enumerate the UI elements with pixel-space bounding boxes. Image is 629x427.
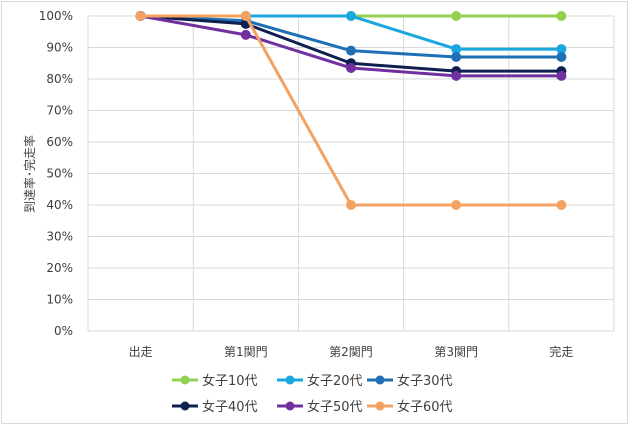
legend-swatch-marker xyxy=(285,375,295,385)
data-point xyxy=(451,51,462,62)
legend-label: 女子10代 xyxy=(202,373,258,389)
data-point xyxy=(240,29,251,40)
y-tick-label: 60% xyxy=(46,135,73,149)
x-tick-label: 第3関門 xyxy=(434,345,478,359)
legend-item: 女子30代 xyxy=(367,373,453,389)
legend-label: 女子30代 xyxy=(397,373,453,389)
data-point xyxy=(240,11,251,21)
x-tick-label: 出走 xyxy=(129,345,153,359)
legend-swatch-marker xyxy=(180,401,190,411)
data-point xyxy=(556,44,567,55)
y-tick-label: 10% xyxy=(46,293,73,307)
data-point xyxy=(451,11,462,21)
y-axis-label: 到達率･完走率 xyxy=(22,135,37,213)
legend-item: 女子50代 xyxy=(277,399,363,415)
y-tick-label: 90% xyxy=(46,41,73,55)
y-tick-label: 50% xyxy=(46,167,73,181)
legend-label: 女子40代 xyxy=(202,399,258,415)
y-tick-label: 70% xyxy=(46,104,73,118)
x-axis-ticks: 出走 第1関門 第2関門 第3関門 完走 xyxy=(129,344,574,359)
data-point xyxy=(346,45,356,56)
data-point xyxy=(556,70,567,81)
y-tick-label: 30% xyxy=(46,230,73,244)
x-tick-label: 完走 xyxy=(549,344,573,359)
legend-swatch-marker xyxy=(375,375,385,385)
legend-label: 女子60代 xyxy=(397,399,453,415)
legend-swatch-marker xyxy=(375,401,385,411)
data-point xyxy=(346,11,356,21)
legend-label: 女子20代 xyxy=(307,373,363,389)
data-point xyxy=(451,44,462,55)
series-女子60代 xyxy=(135,11,567,210)
legend-item: 女子20代 xyxy=(277,373,363,389)
legend-item: 女子60代 xyxy=(367,399,453,415)
legend-item: 女子10代 xyxy=(172,373,258,389)
y-tick-label: 20% xyxy=(46,261,73,275)
data-point xyxy=(451,200,462,210)
data-point xyxy=(556,11,567,21)
y-tick-label: 100% xyxy=(39,9,73,23)
data-point xyxy=(556,51,567,62)
line-chart: 0% 10% 20% 30% 40% 50% 60% 70% 80% 90% 100% 出走 第1関門… xyxy=(22,9,615,415)
series-lines xyxy=(135,11,567,210)
y-tick-label: 40% xyxy=(46,198,73,212)
data-point xyxy=(556,200,567,210)
legend-swatch-marker xyxy=(180,375,190,385)
data-point xyxy=(451,70,462,81)
y-axis-ticks: 0% 10% 20% 30% 40% 50% 60% 70% 80% 90% 100% xyxy=(39,9,73,338)
x-tick-label: 第2関門 xyxy=(329,345,373,359)
x-tick-label: 第1関門 xyxy=(224,345,268,359)
data-point xyxy=(346,62,356,73)
legend-label: 女子50代 xyxy=(307,399,363,415)
legend-item: 女子40代 xyxy=(172,399,258,415)
legend-swatch-marker xyxy=(285,401,295,411)
y-tick-label: 0% xyxy=(54,324,73,338)
y-tick-label: 80% xyxy=(46,72,73,86)
data-point xyxy=(346,200,356,210)
data-point xyxy=(135,11,146,21)
